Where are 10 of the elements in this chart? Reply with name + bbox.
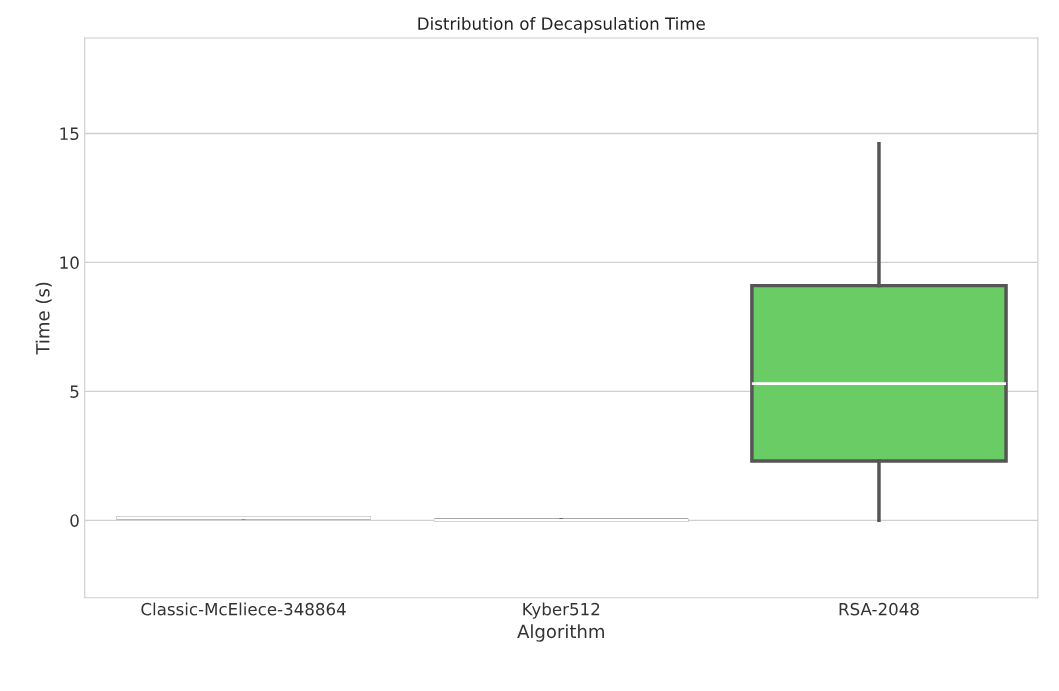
y-axis-title: Time (s): [35, 282, 52, 355]
x-tick-label: Kyber512: [523, 602, 600, 619]
x-tick-label: Classic-McEliece-348864: [141, 602, 346, 616]
chart-title: Distribution of Decapsulation Time: [418, 17, 705, 34]
x-axis-title: Algorithm: [517, 624, 604, 642]
y-tick-label: 0: [70, 514, 79, 527]
x-tick-label: RSA-2048: [839, 602, 919, 616]
y-tick-label: 10: [60, 256, 79, 269]
y-tick-label: 15: [60, 127, 79, 141]
y-tick-label: 5: [70, 385, 79, 398]
